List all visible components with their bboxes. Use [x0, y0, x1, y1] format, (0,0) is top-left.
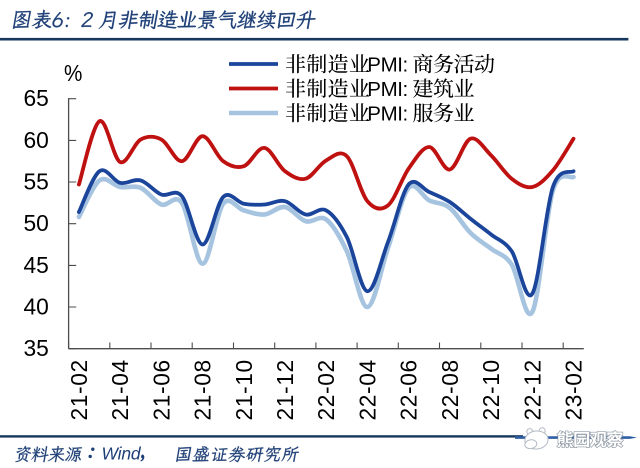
- svg-text:PMI:: PMI:: [367, 103, 408, 126]
- svg-text:22-04: 22-04: [354, 359, 380, 420]
- svg-text:21-08: 21-08: [190, 359, 216, 420]
- svg-text:45: 45: [23, 252, 48, 278]
- svg-text:PMI:: PMI:: [367, 54, 408, 77]
- svg-text:21-12: 21-12: [272, 359, 298, 420]
- svg-text:%: %: [64, 60, 82, 87]
- svg-text:21-02: 21-02: [66, 359, 92, 420]
- svg-text:22-06: 22-06: [396, 359, 422, 420]
- svg-text:PMI:: PMI:: [367, 78, 408, 101]
- svg-text:40: 40: [23, 293, 48, 319]
- svg-text:23-02: 23-02: [561, 359, 587, 420]
- svg-text:22-12: 22-12: [519, 359, 545, 420]
- svg-text:Wind: Wind: [102, 444, 142, 464]
- svg-text:55: 55: [23, 168, 48, 194]
- svg-text:21-06: 21-06: [148, 359, 174, 420]
- svg-text:65: 65: [23, 85, 48, 111]
- svg-text:60: 60: [23, 127, 48, 153]
- svg-text:22-02: 22-02: [313, 359, 339, 420]
- svg-text:22-10: 22-10: [478, 359, 504, 420]
- svg-text:22-08: 22-08: [437, 359, 463, 420]
- svg-text:21-10: 21-10: [231, 359, 257, 420]
- svg-text:50: 50: [23, 210, 48, 236]
- svg-text:35: 35: [23, 335, 48, 361]
- svg-text:21-04: 21-04: [107, 359, 133, 420]
